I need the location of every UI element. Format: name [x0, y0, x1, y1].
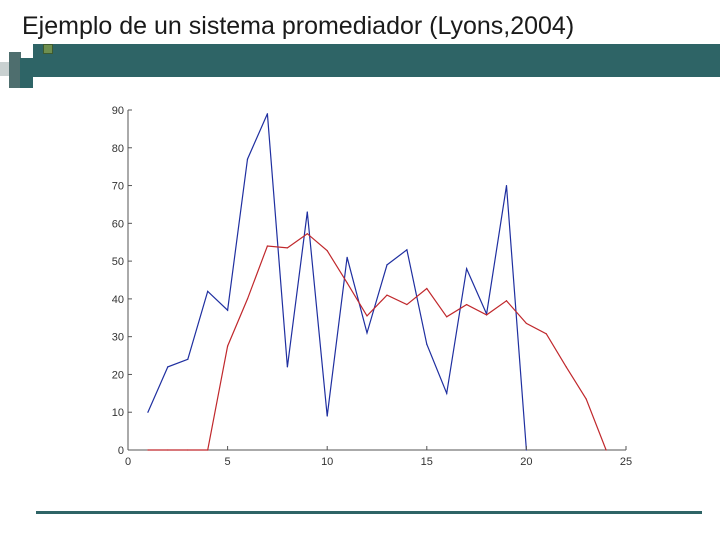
data-point — [286, 366, 288, 368]
data-point — [466, 303, 468, 306]
data-point — [426, 287, 428, 290]
data-point — [505, 300, 508, 302]
data-point — [366, 332, 368, 334]
data-point — [306, 211, 308, 213]
data-point — [227, 309, 229, 311]
data-point — [167, 366, 169, 368]
data-point — [266, 113, 269, 115]
data-point — [167, 449, 169, 451]
decor-square-teal — [20, 58, 33, 88]
x-tick-label: 10 — [321, 456, 333, 468]
data-point — [326, 250, 328, 252]
x-tick-label: 0 — [125, 456, 131, 468]
y-tick-label: 20 — [112, 369, 124, 381]
data-point — [446, 316, 448, 318]
data-point — [266, 245, 269, 247]
data-point — [187, 449, 189, 451]
decor-square-green — [43, 44, 53, 54]
slide-title: Ejemplo de un sistema promediador (Lyons… — [22, 12, 575, 40]
bottom-rule — [36, 511, 702, 514]
x-tick-label: 15 — [421, 456, 433, 468]
data-point — [246, 158, 249, 160]
x-tick-label: 25 — [620, 456, 632, 468]
data-point — [346, 256, 348, 258]
data-point — [406, 303, 408, 306]
y-tick-label: 30 — [112, 332, 124, 344]
data-point — [207, 449, 209, 451]
y-tick-label: 0 — [118, 445, 124, 457]
data-point — [386, 294, 388, 296]
data-point — [446, 392, 448, 394]
decor-square-light — [0, 62, 9, 76]
data-point — [525, 322, 528, 325]
x-tick-label: 20 — [520, 456, 532, 468]
y-tick-label: 50 — [112, 256, 124, 268]
y-tick-label: 10 — [112, 407, 124, 419]
data-point — [366, 315, 368, 317]
series-line-1 — [147, 113, 527, 451]
data-point — [406, 249, 408, 251]
data-point — [207, 290, 209, 292]
y-tick-label: 40 — [112, 294, 124, 306]
data-point — [565, 366, 567, 368]
data-point — [545, 333, 547, 335]
data-point — [306, 233, 308, 235]
y-tick-label: 60 — [112, 218, 124, 230]
data-point — [286, 247, 288, 249]
data-point — [426, 343, 428, 345]
y-tick-label: 70 — [112, 181, 124, 193]
data-point — [246, 298, 249, 300]
data-point — [187, 358, 189, 360]
data-point — [326, 415, 328, 417]
data-point — [227, 345, 229, 347]
data-point — [505, 184, 508, 187]
data-point — [585, 398, 587, 400]
title-bar — [33, 44, 720, 77]
data-point — [386, 264, 388, 266]
series-line-2 — [147, 232, 607, 451]
y-tick-label: 80 — [112, 143, 124, 155]
y-tick-label: 90 — [112, 105, 124, 117]
data-point — [147, 449, 149, 451]
data-point — [485, 314, 488, 316]
data-point — [466, 268, 468, 270]
data-point — [605, 449, 607, 451]
data-point — [346, 282, 348, 284]
decor-square-dark — [9, 52, 21, 88]
chart-ticks: 0 10 20 30 40 50 60 70 80 90 0 5 10 15 20 25 — [112, 105, 632, 468]
chart-series — [147, 113, 607, 451]
x-tick-label: 5 — [225, 456, 231, 468]
data-point — [147, 411, 149, 413]
chart-axes — [127, 110, 626, 451]
